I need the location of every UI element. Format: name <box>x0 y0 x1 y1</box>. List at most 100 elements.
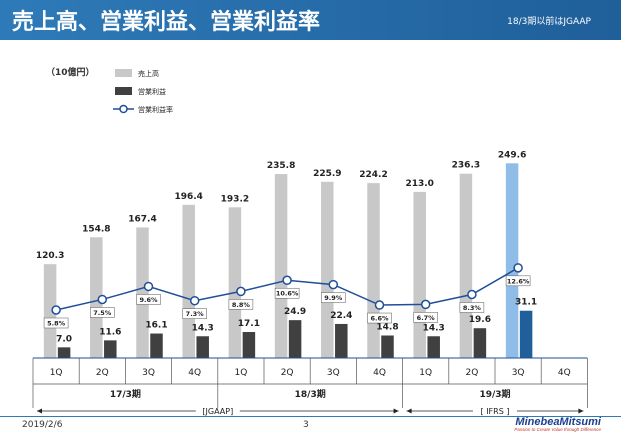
op-income-bar <box>104 340 117 358</box>
sales-value-label: 225.9 <box>313 169 341 179</box>
margin-marker <box>51 305 61 315</box>
sales-value-label: 236.3 <box>452 161 480 171</box>
period-label: 17/3期 <box>110 388 141 400</box>
legend-margin-label: 営業利益率 <box>138 105 173 114</box>
margin-marker <box>189 295 200 306</box>
op-income-bar <box>288 320 302 358</box>
x-tick-label: 4Q <box>188 368 201 378</box>
op-income-value-label: 16.1 <box>145 321 167 331</box>
margin-label-box <box>136 294 161 305</box>
logo-tagline: Passion to Create Value through Differen… <box>514 427 601 432</box>
op-income-value-label: 14.8 <box>376 323 398 333</box>
page-number: 3 <box>303 420 309 430</box>
unit-label: （10億円） <box>46 66 95 78</box>
op-income-bar <box>150 333 163 358</box>
margin-value-label: 9.9% <box>324 294 343 302</box>
margin-label-box <box>274 287 300 299</box>
sales-bar <box>459 173 473 358</box>
op-income-value-label: 31.1 <box>515 298 537 308</box>
op-income-value-label: 24.9 <box>284 307 306 317</box>
sales-bar <box>43 264 57 358</box>
period-label: 19/3期 <box>479 388 510 400</box>
margin-value-label: 6.6% <box>370 315 389 323</box>
margin-label-box <box>90 307 115 318</box>
margin-label-box <box>413 312 438 323</box>
margin-marker <box>143 281 154 292</box>
margin-label-box <box>43 317 69 329</box>
x-tick-label: 1Q <box>234 368 247 378</box>
margin-marker <box>467 289 477 300</box>
margin-label-box <box>459 302 485 313</box>
margin-marker <box>328 279 339 290</box>
title-bar: 売上高、営業利益、営業利益率 18/3期以前はJGAAP <box>0 0 621 40</box>
arrow-head-left <box>406 408 412 414</box>
margin-label-box <box>228 299 254 310</box>
margin-value-label: 10.6% <box>276 290 299 298</box>
x-tick-label: 3Q <box>142 368 155 378</box>
period-label: 18/3期 <box>295 388 326 400</box>
sales-value-label: 249.6 <box>498 150 526 160</box>
margin-marker <box>513 263 523 273</box>
arrow-head-right <box>578 408 584 414</box>
sales-value-label: 120.3 <box>36 251 64 261</box>
arrow-head-left <box>37 408 42 414</box>
op-income-value-label: 19.6 <box>469 315 491 325</box>
op-income-bar <box>519 310 533 358</box>
company-logo: MinebeaMitsumi Passion to Create Value t… <box>495 416 601 432</box>
op-income-value-label: 7.0 <box>56 334 72 344</box>
op-income-bar <box>242 332 256 358</box>
op-income-value-label: 14.3 <box>192 323 214 333</box>
footer-divider <box>0 416 621 417</box>
margin-label-box <box>505 275 531 287</box>
page-title: 売上高、営業利益、営業利益率 <box>12 10 321 35</box>
margin-marker <box>282 275 292 285</box>
margin-label-box <box>367 312 392 324</box>
accounting-note: 18/3期以前はJGAAP <box>507 17 591 27</box>
margin-value-label: 7.5% <box>93 309 112 317</box>
sales-value-label: 235.8 <box>267 161 295 171</box>
op-income-value-label: 22.4 <box>330 311 352 321</box>
logo-name: MinebeaMitsumi <box>515 416 601 428</box>
margin-marker <box>97 294 108 305</box>
margin-value-label: 5.8% <box>47 320 66 328</box>
op-income-bar <box>381 335 394 358</box>
margin-marker <box>374 300 385 310</box>
op-income-value-label: 11.6 <box>99 327 121 337</box>
sales-value-label: 193.2 <box>221 194 249 204</box>
accounting-standard-label: [JGAAP] <box>202 407 233 416</box>
x-tick-label: 3Q <box>512 368 525 378</box>
x-tick-label: 3Q <box>327 368 340 378</box>
arrow-head-right <box>393 408 399 414</box>
op-income-value-label: 14.3 <box>423 323 445 333</box>
margin-value-label: 6.7% <box>417 314 436 322</box>
legend-op-income-label: 営業利益 <box>138 87 166 96</box>
op-income-bar <box>473 328 487 358</box>
footer-date: 2019/2/6 <box>22 420 63 430</box>
margin-label-box <box>321 292 346 303</box>
margin-value-label: 8.8% <box>232 301 251 309</box>
margin-value-label: 9.6% <box>139 296 158 304</box>
sales-bar <box>274 174 288 358</box>
x-tick-label: 4Q <box>558 368 571 378</box>
sales-bar <box>182 204 195 358</box>
margin-marker <box>420 299 431 310</box>
sales-bar <box>321 181 334 358</box>
margin-value-label: 8.3% <box>463 304 482 312</box>
sales-value-label: 154.8 <box>82 224 110 234</box>
margin-label-box <box>182 308 207 319</box>
x-tick-label: 2Q <box>281 368 294 378</box>
op-income-bar <box>196 336 209 358</box>
legend-margin-marker <box>119 104 128 114</box>
op-income-bar <box>427 336 440 358</box>
x-tick-label: 2Q <box>465 368 478 378</box>
legend-sales-label: 売上高 <box>138 69 159 78</box>
sales-value-label: 224.2 <box>359 170 387 180</box>
op-income-bar <box>57 347 71 358</box>
legend-sales-swatch <box>115 69 132 77</box>
sales-value-label: 213.0 <box>405 179 433 189</box>
sales-bar <box>505 163 519 358</box>
x-tick-label: 1Q <box>419 368 432 378</box>
sales-value-label: 196.4 <box>174 192 202 202</box>
op-income-value-label: 17.1 <box>238 319 260 329</box>
